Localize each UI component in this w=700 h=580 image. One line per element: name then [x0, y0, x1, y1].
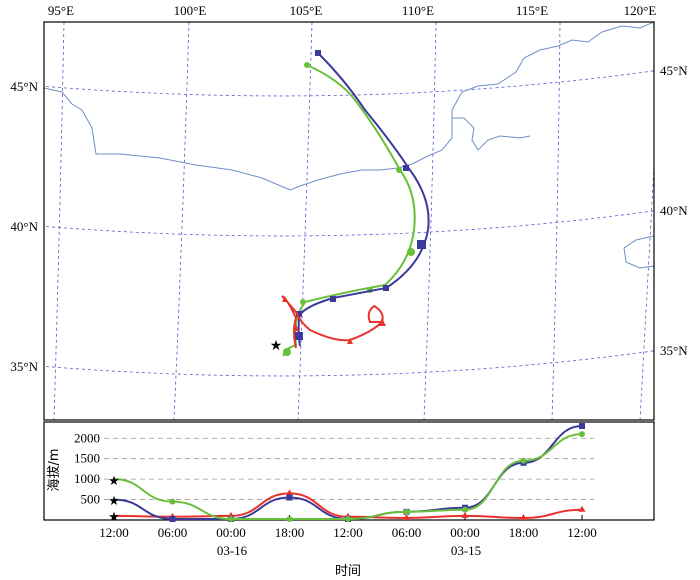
height-series-point: [286, 494, 293, 501]
height-gridlines: [104, 437, 594, 500]
x-tick-label: 12:00: [333, 525, 363, 540]
x-tick-label: 18:00: [275, 525, 305, 540]
date-label-03-15: 03-15: [451, 543, 481, 558]
height-panel: 海拔/m 2000 1500 1000 500 12:00 06:00 00:00 18:0…: [43, 421, 655, 579]
height-series-point: [579, 423, 585, 429]
lat-label-40-right: 40°N: [660, 203, 688, 218]
lat-label-45-left: 45°N: [10, 79, 38, 94]
lon-label-95: 95°E: [48, 3, 74, 18]
x-tick-label: 00:00: [216, 525, 246, 540]
x-tick-label: 06:00: [158, 525, 188, 540]
height-series-line: [113, 425, 583, 521]
height-y-ticks: 2000 1500 1000 500: [74, 430, 100, 506]
map-panel: 95°E 100°E 105°E 110°E 115°E 120°E 45°N …: [10, 3, 688, 421]
star-icon: ★: [108, 509, 120, 524]
height-series-point: [286, 489, 293, 496]
height-series-point: [169, 516, 176, 522]
lat-label-35-left: 35°N: [10, 359, 38, 374]
x-tick-label: 12:00: [99, 525, 129, 540]
y-tick-label: 1000: [74, 471, 100, 486]
source-star-icon: ★: [270, 339, 283, 354]
height-series-point: [461, 511, 469, 518]
height-series-point: [520, 457, 527, 464]
lon-label-120: 120°E: [624, 3, 657, 18]
height-series-point: [286, 516, 293, 522]
height-series-point: [345, 516, 351, 522]
height-series-point: [403, 513, 410, 520]
height-series-point: [169, 498, 176, 505]
date-label-03-16: 03-16: [217, 543, 248, 558]
x-tick-label: 12:00: [567, 525, 597, 540]
star-icon: ★: [108, 473, 120, 488]
height-series-point: [579, 431, 585, 438]
parallel-grid: [44, 70, 654, 377]
star-icon: ★: [108, 493, 120, 508]
boundary-lines: [44, 22, 654, 269]
height-series: [113, 423, 586, 522]
y-tick-label: 1500: [74, 451, 100, 466]
map-frame: [43, 21, 655, 421]
x-tick-label: 06:00: [392, 525, 422, 540]
lon-label-100: 100°E: [174, 3, 207, 18]
y-tick-label: 2000: [74, 430, 100, 445]
height-ylabel: 海拔/m: [47, 448, 62, 491]
height-series-point: [228, 516, 234, 522]
x-tick-label: 18:00: [509, 525, 539, 540]
x-tick-label: 00:00: [450, 525, 480, 540]
lon-label-105: 105°E: [290, 3, 323, 18]
height-series-point: [520, 513, 527, 520]
height-series-point: [578, 505, 586, 512]
height-series-point: [462, 506, 468, 513]
height-series-line: [113, 433, 583, 520]
height-xlabel: 时间: [335, 564, 361, 579]
lat-label-35-right: 35°N: [660, 343, 688, 358]
lat-label-45-right: 45°N: [660, 63, 688, 78]
y-tick-label: 500: [81, 492, 101, 507]
lon-label-110: 110°E: [402, 3, 434, 18]
lat-label-40-left: 40°N: [10, 219, 38, 234]
trajectory-red: [281, 295, 386, 349]
lon-label-115: 115°E: [516, 3, 548, 18]
meridian-grid: [53, 22, 654, 420]
trajectory-blue: [295, 50, 430, 347]
height-series-point: [403, 508, 410, 515]
source-stars: ★ ★ ★: [108, 473, 120, 524]
